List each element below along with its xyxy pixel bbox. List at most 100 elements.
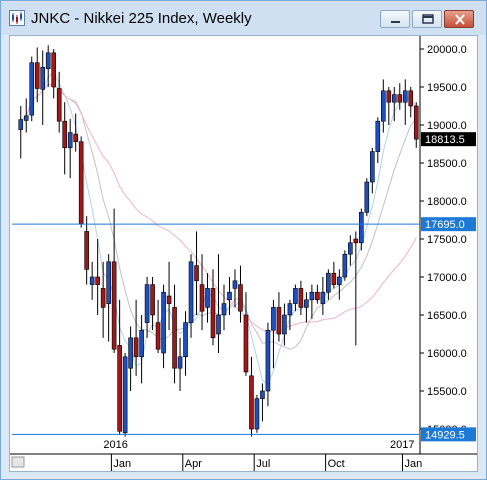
candle-up <box>29 62 35 116</box>
candle-down <box>408 90 414 107</box>
candle-up <box>221 303 227 316</box>
candle-up <box>122 356 128 434</box>
candle-down <box>34 62 40 89</box>
candle-down <box>150 284 155 316</box>
candle-down <box>413 105 419 140</box>
chart-app-icon <box>9 10 25 26</box>
candle-up <box>348 242 353 255</box>
candle-up <box>287 303 293 316</box>
candle-up <box>67 132 73 149</box>
restore-icon <box>422 14 434 24</box>
candle-up <box>326 272 331 293</box>
candle-up <box>304 299 309 308</box>
y-tick-label: 16000.0 <box>427 348 467 360</box>
candle-down <box>238 284 243 312</box>
restore-button[interactable] <box>412 10 442 28</box>
y-tick-label: 17000.0 <box>427 272 467 284</box>
candle-down <box>386 90 392 103</box>
candle-up <box>183 322 188 358</box>
chart-area[interactable]: 20000.0 19500.0 19000.0 18500.0 18000.0 17500… <box>9 35 478 472</box>
candle-up <box>216 314 221 335</box>
x-tick-label: Jan <box>405 458 423 470</box>
window-title: JNKC - Nikkei 225 Index, Weekly <box>31 10 252 27</box>
y-tick-label: 19000.0 <box>427 120 467 132</box>
candle-down <box>133 337 139 358</box>
line-price-label-bg <box>421 427 476 442</box>
candle-up <box>337 276 342 285</box>
y-tick-label: 17500.0 <box>427 234 467 246</box>
candle-up <box>144 284 150 323</box>
candle-down <box>243 314 249 373</box>
candle-down <box>51 52 57 88</box>
candle-up <box>342 253 348 278</box>
candle-down <box>73 133 78 143</box>
candle-up <box>402 90 408 103</box>
candle-up <box>265 329 271 392</box>
candle-up <box>260 390 265 399</box>
line-price-label-bg <box>421 217 476 232</box>
candle-up <box>205 288 210 308</box>
y-tick-label: 18000.0 <box>427 196 467 208</box>
candle-down <box>210 288 216 339</box>
candle-down <box>315 291 320 301</box>
candle-down <box>172 307 177 369</box>
line-price-label: 14929.5 <box>425 429 465 441</box>
year-label: 2017 <box>390 439 414 451</box>
candle-down <box>331 272 337 285</box>
candle-up <box>380 90 386 122</box>
candle-up <box>139 329 144 358</box>
y-tick-label: 16500.0 <box>427 310 467 322</box>
minimize-button[interactable] <box>380 10 410 28</box>
candle-up <box>309 291 315 301</box>
candle-down <box>166 295 172 304</box>
close-button[interactable] <box>444 10 474 28</box>
candle-down <box>194 265 199 282</box>
candle-up <box>227 291 232 301</box>
candle-up <box>232 280 238 289</box>
candle-up <box>23 115 29 121</box>
candle-up <box>40 66 46 90</box>
scroll-handle <box>11 456 25 468</box>
candle-down <box>199 284 205 312</box>
x-tick-label: Jul <box>256 458 270 470</box>
candle-up <box>254 398 260 430</box>
candle-up <box>18 119 24 130</box>
x-tick-label: Oct <box>328 458 345 470</box>
candle-down <box>111 261 117 350</box>
candle-up <box>161 291 166 354</box>
year-label: 2016 <box>103 439 127 451</box>
title-bar[interactable]: JNKC - Nikkei 225 Index, Weekly <box>1 1 486 35</box>
x-tick-label: Apr <box>185 458 202 470</box>
candle-up <box>293 288 298 304</box>
candle-down <box>100 288 106 308</box>
candlestick-chart[interactable]: 20000.0 19500.0 19000.0 18500.0 18000.0 17500… <box>10 36 477 471</box>
candle-down <box>397 94 403 103</box>
candle-down <box>84 231 89 270</box>
close-icon <box>455 14 465 25</box>
y-tick-label: 18500.0 <box>427 158 467 170</box>
last-price-label: 18813.5 <box>425 134 465 146</box>
candle-down <box>249 375 254 430</box>
x-tick-label: Jan <box>113 458 131 470</box>
candle-up <box>391 94 397 103</box>
candle-down <box>56 88 62 122</box>
candle-up <box>128 337 133 369</box>
y-tick-label: 19500.0 <box>427 82 467 94</box>
candle-up <box>271 307 276 331</box>
minimize-icon <box>391 21 400 23</box>
candle-down <box>353 238 359 244</box>
candle-up <box>282 314 287 335</box>
candle-up <box>370 151 375 183</box>
candle-down <box>78 141 84 225</box>
candle-up <box>320 291 326 304</box>
candle-down <box>117 345 122 432</box>
plot-background <box>12 38 419 431</box>
candle-down <box>155 322 161 350</box>
candle-up <box>106 261 111 304</box>
candle-up <box>375 120 381 152</box>
y-tick-label: 20000.0 <box>427 44 467 56</box>
candle-down <box>298 288 304 308</box>
candle-down <box>95 276 100 285</box>
candle-up <box>177 356 183 369</box>
